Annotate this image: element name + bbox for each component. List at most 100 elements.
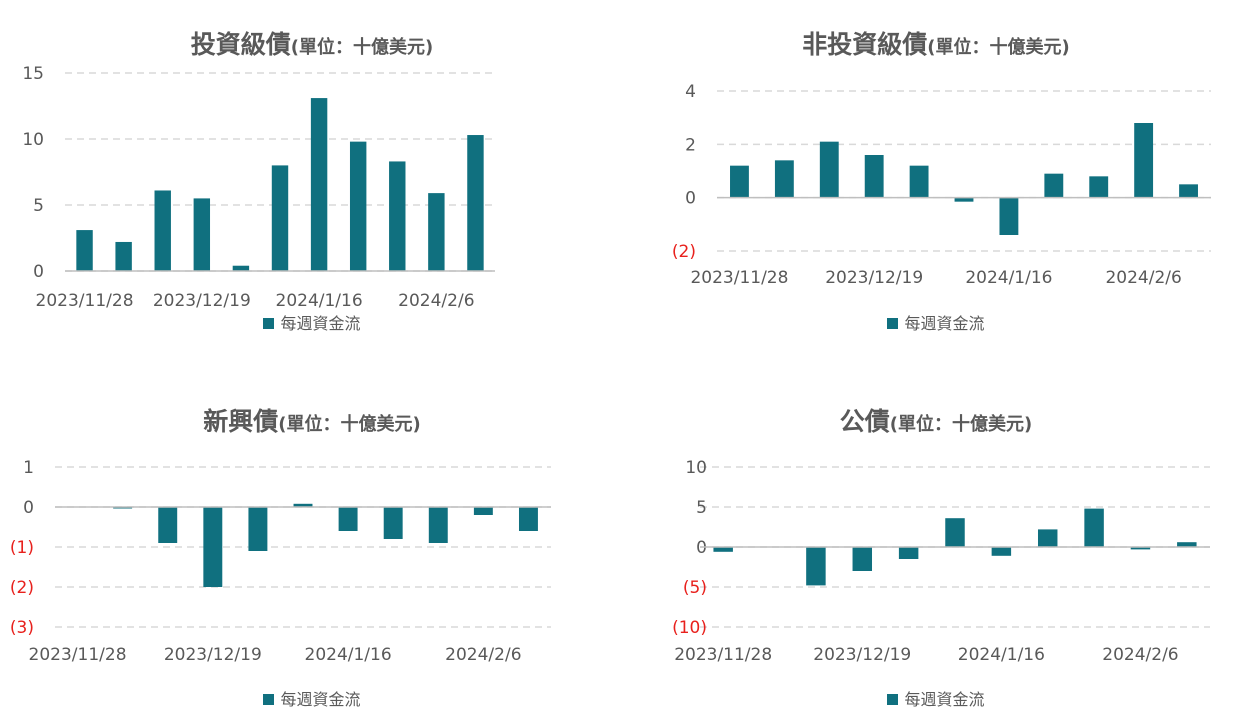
chart-panel-high-yield: 非投資級債(單位：十億美元) (2) 0 2 4 2023/11/28 2023/12/1…	[624, 0, 1248, 364]
bar	[338, 507, 358, 531]
y-tick-label: 0	[696, 538, 707, 558]
bar	[154, 190, 171, 271]
title-unit: (單位：十億美元)	[889, 414, 1033, 435]
bar	[774, 160, 794, 198]
x-tick-label: 2024/2/6	[398, 291, 474, 311]
x-tick-label: 2024/2/6	[1105, 268, 1181, 288]
legend-label: 每週資金流	[904, 314, 985, 333]
bar-chart-svg: (10) (5) 0 5 10 2023/11/28 2023/12/19 2024/1/16…	[672, 458, 1210, 665]
bar	[76, 230, 93, 271]
title-unit: (單位：十億美元)	[290, 37, 434, 58]
bar-chart-svg: 0 5 10 15 2023/11/28 2023/12/19 2024/1/16 2024/…	[22, 64, 495, 311]
bar	[999, 197, 1019, 235]
y-tick-label: 10	[685, 458, 707, 478]
bar	[349, 141, 367, 271]
bar	[1134, 123, 1154, 198]
bar	[713, 547, 733, 552]
bar	[428, 193, 445, 271]
title-main: 投資級債	[190, 30, 291, 59]
chart-panel-emerging-market: 新興債(單位：十億美元) (3) (2) (1) 0 1 2023/11/28 2023/1…	[0, 364, 624, 728]
bar	[518, 507, 538, 531]
bar	[991, 547, 1012, 556]
y-tick-label: (2)	[10, 578, 34, 598]
bar-chart-svg: (3) (2) (1) 0 1 2023/11/28 2023/12/19 2024/1/16…	[10, 458, 551, 665]
chart-title: 新興債(單位：十億美元)	[0, 402, 624, 438]
chart-title: 非投資級債(單位：十億美元)	[624, 25, 1248, 61]
y-tick-label: 5	[696, 498, 707, 518]
bar	[852, 547, 873, 571]
y-tick-label: (10)	[672, 618, 707, 638]
y-tick-label: 1	[23, 458, 34, 478]
y-tick-label: 2	[685, 135, 696, 155]
y-tick-label: 0	[685, 189, 696, 209]
x-tick-label: 2023/12/19	[153, 291, 251, 311]
y-tick-label: (3)	[10, 618, 34, 638]
y-tick-label: 10	[22, 130, 44, 150]
title-unit: (單位：十億美元)	[278, 414, 421, 435]
legend-label: 每週資金流	[280, 314, 361, 333]
legend-label: 每週資金流	[280, 690, 361, 709]
x-tick-label: 2023/11/28	[36, 291, 134, 311]
title-unit: (單位：十億美元)	[927, 37, 1070, 58]
bar	[864, 155, 884, 198]
y-tick-label: (2)	[672, 242, 696, 262]
y-tick-label: 5	[33, 196, 44, 216]
bar-chart-svg: (2) 0 2 4 2023/11/28 2023/12/19 2024/1/16 2024/…	[672, 82, 1211, 288]
y-tick-label: 0	[33, 262, 44, 282]
y-tick-label: 15	[22, 64, 44, 84]
legend: 每週資金流	[0, 686, 624, 710]
bar	[909, 165, 929, 198]
bar	[467, 135, 484, 271]
bar	[248, 507, 268, 551]
chart-panel-investment-grade: 投資級債(單位：十億美元) 0 5 10 15 2023/11/28 2023/12/19…	[0, 0, 624, 364]
bar	[806, 547, 826, 586]
bar	[1179, 184, 1198, 198]
bar	[271, 165, 289, 271]
bar	[1037, 529, 1058, 547]
title-main: 非投資級債	[802, 30, 928, 59]
bar	[203, 507, 223, 587]
bar	[1044, 173, 1064, 198]
y-tick-label: (5)	[683, 578, 707, 598]
legend-swatch	[887, 318, 899, 329]
legend-label: 每週資金流	[904, 690, 985, 709]
bar	[730, 165, 749, 198]
bar	[383, 507, 403, 539]
title-main: 新興債	[203, 407, 279, 436]
legend-swatch	[263, 318, 275, 329]
y-tick-label: 0	[23, 498, 34, 518]
bar	[819, 141, 839, 198]
bar	[954, 197, 974, 202]
bar	[115, 241, 132, 271]
bar	[1084, 508, 1104, 547]
bar	[898, 547, 919, 559]
bar	[389, 161, 406, 271]
legend: 每週資金流	[0, 310, 624, 334]
chart-panel-government: 公債(單位：十億美元) (10) (5) 0 5 10 2023/11/28 2023/12…	[624, 364, 1248, 728]
chart-title: 公債(單位：十億美元)	[624, 402, 1248, 438]
bar	[945, 518, 965, 547]
title-main: 公債	[839, 407, 890, 436]
x-tick-label: 2024/2/6	[1102, 645, 1178, 665]
legend: 每週資金流	[624, 686, 1248, 710]
bar	[293, 503, 313, 507]
y-tick-label: 4	[685, 82, 696, 102]
x-tick-label: 2023/12/19	[164, 645, 262, 665]
chart-title: 投資級債(單位：十億美元)	[0, 25, 624, 61]
bar	[158, 507, 178, 543]
bar	[473, 507, 493, 515]
x-tick-label: 2023/11/28	[674, 645, 772, 665]
legend-swatch	[263, 694, 275, 705]
y-tick-label: (1)	[10, 538, 34, 558]
x-tick-label: 2024/1/16	[958, 645, 1045, 665]
x-tick-label: 2024/1/16	[305, 645, 392, 665]
x-tick-label: 2023/11/28	[29, 645, 127, 665]
x-tick-label: 2024/2/6	[445, 645, 521, 665]
bar	[310, 98, 328, 271]
bar	[232, 265, 250, 271]
legend-swatch	[887, 694, 899, 705]
x-tick-label: 2024/1/16	[965, 268, 1052, 288]
bar	[428, 507, 448, 543]
x-tick-label: 2023/12/19	[813, 645, 911, 665]
bar	[193, 198, 211, 271]
